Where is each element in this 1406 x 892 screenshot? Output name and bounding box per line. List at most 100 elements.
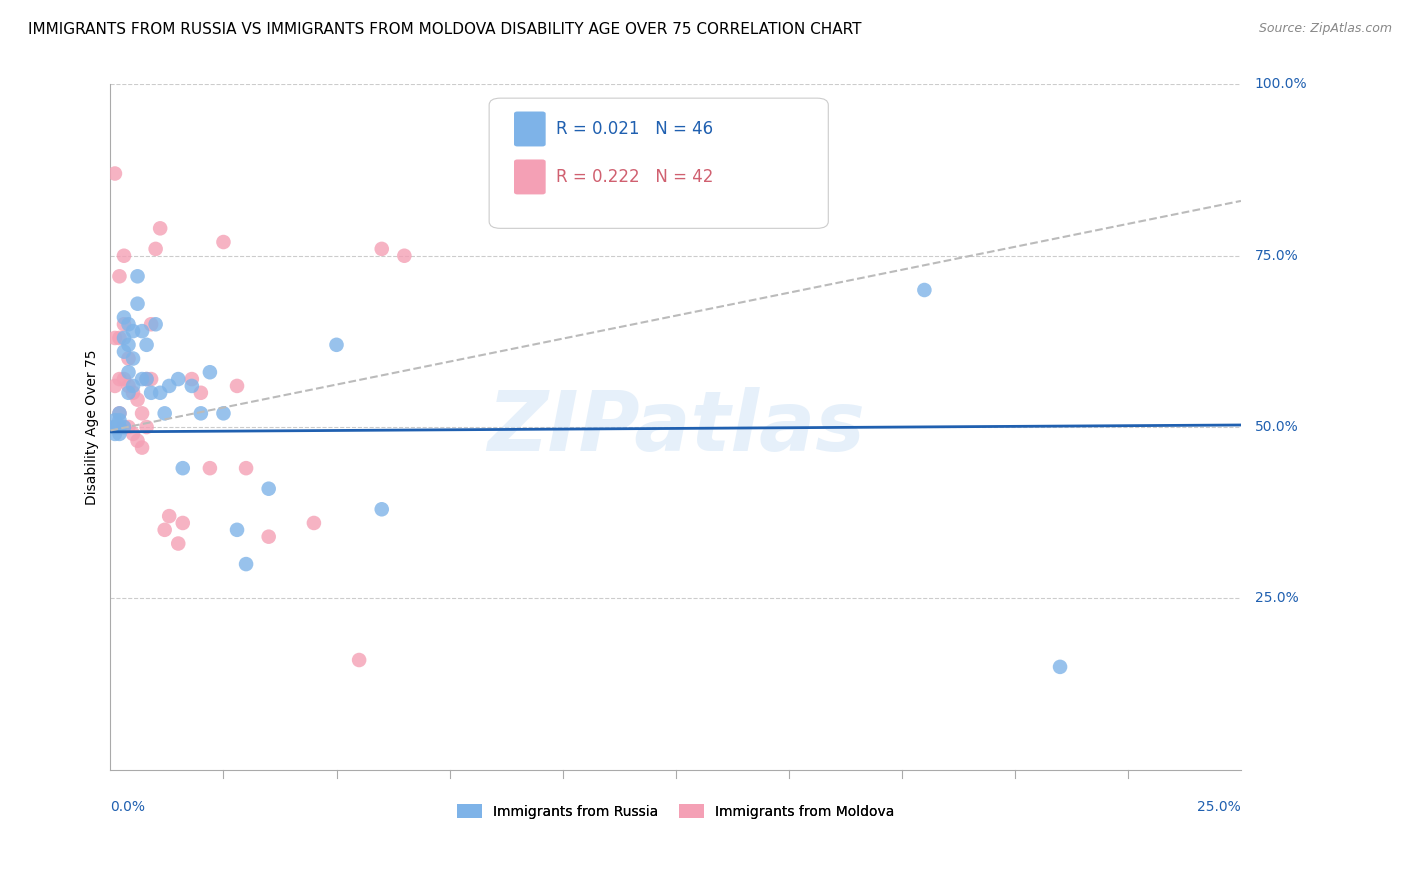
Point (131, 372, 153, 386)
Point (117, 420, 139, 434)
Point (172, 516, 194, 530)
Point (325, 338, 347, 352)
Point (117, 385, 139, 400)
Point (112, 420, 135, 434)
Point (117, 351, 139, 366)
Point (235, 461, 257, 475)
Point (108, 420, 131, 434)
FancyBboxPatch shape (489, 98, 828, 228)
Point (212, 406, 235, 420)
Text: 75.0%: 75.0% (1254, 249, 1298, 263)
Text: IMMIGRANTS FROM RUSSIA VS IMMIGRANTS FROM MOLDOVA DISABILITY AGE OVER 75 CORRELA: IMMIGRANTS FROM RUSSIA VS IMMIGRANTS FRO… (28, 22, 862, 37)
Point (198, 461, 221, 475)
FancyBboxPatch shape (515, 112, 546, 146)
Point (135, 372, 157, 386)
Point (112, 420, 135, 434)
Point (112, 310, 135, 325)
Point (117, 365, 139, 379)
Point (135, 420, 157, 434)
Point (104, 426, 127, 441)
Point (117, 318, 139, 332)
Point (212, 235, 235, 249)
Point (117, 379, 139, 393)
Point (122, 385, 145, 400)
Point (157, 379, 180, 393)
Point (104, 420, 127, 434)
Point (157, 509, 180, 524)
FancyBboxPatch shape (515, 160, 546, 194)
Point (257, 530, 280, 544)
Point (190, 406, 212, 420)
Point (149, 385, 172, 400)
Point (104, 420, 127, 434)
Point (108, 269, 131, 284)
Point (180, 372, 202, 386)
Point (108, 413, 131, 427)
Text: Source: ZipAtlas.com: Source: ZipAtlas.com (1258, 22, 1392, 36)
Point (912, 283, 935, 297)
Point (135, 338, 157, 352)
Point (127, 269, 149, 284)
Point (108, 420, 131, 434)
Point (226, 379, 249, 393)
Y-axis label: Disability Age Over 75: Disability Age Over 75 (86, 350, 100, 505)
Point (108, 406, 131, 420)
Point (104, 420, 127, 434)
Point (108, 406, 131, 420)
Point (104, 167, 127, 181)
Point (172, 461, 194, 475)
Point (139, 372, 162, 386)
Point (145, 318, 167, 332)
Point (122, 379, 145, 393)
Point (127, 296, 149, 310)
Point (149, 221, 172, 235)
Point (167, 536, 190, 550)
Point (112, 249, 135, 263)
Text: 0.0%: 0.0% (111, 800, 145, 814)
Point (347, 653, 370, 667)
Point (394, 249, 416, 263)
Point (108, 372, 131, 386)
Point (257, 482, 280, 496)
Point (1049, 660, 1071, 674)
Point (131, 406, 153, 420)
Point (104, 331, 127, 345)
Point (153, 406, 176, 420)
Point (112, 318, 135, 332)
Point (104, 379, 127, 393)
Text: R = 0.021   N = 46: R = 0.021 N = 46 (555, 120, 713, 138)
Point (302, 516, 325, 530)
Point (131, 441, 153, 455)
Legend: Immigrants from Russia, Immigrants from Moldova: Immigrants from Russia, Immigrants from … (451, 799, 900, 824)
Point (127, 392, 149, 407)
Point (108, 426, 131, 441)
Point (108, 420, 131, 434)
Point (135, 372, 157, 386)
Point (139, 318, 162, 332)
Point (117, 338, 139, 352)
Point (131, 324, 153, 338)
Point (122, 426, 145, 441)
Point (139, 385, 162, 400)
Text: 100.0%: 100.0% (1254, 78, 1308, 92)
Point (198, 365, 221, 379)
Point (371, 242, 394, 256)
Point (167, 372, 190, 386)
Point (235, 557, 257, 571)
Text: ZIPatlas: ZIPatlas (486, 386, 865, 467)
Point (226, 523, 249, 537)
Point (108, 331, 131, 345)
Point (112, 331, 135, 345)
Point (122, 324, 145, 338)
Point (371, 502, 394, 516)
Point (104, 413, 127, 427)
Point (127, 434, 149, 448)
Point (180, 379, 202, 393)
Point (112, 372, 135, 386)
Text: R = 0.222   N = 42: R = 0.222 N = 42 (555, 168, 713, 186)
Text: 25.0%: 25.0% (1197, 800, 1241, 814)
Point (153, 523, 176, 537)
Point (112, 344, 135, 359)
Point (122, 351, 145, 366)
Point (190, 385, 212, 400)
